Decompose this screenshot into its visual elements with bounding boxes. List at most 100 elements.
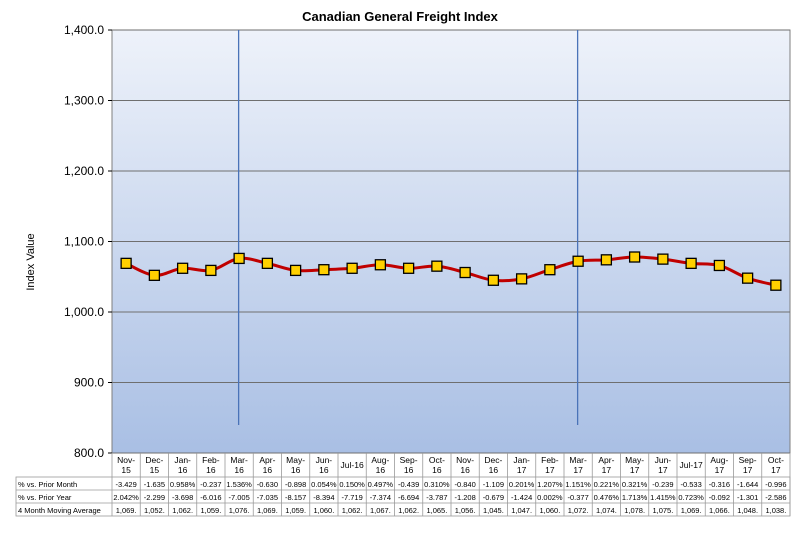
data-point: [487, 274, 500, 286]
table-cell: -0.239: [652, 480, 673, 489]
table-cell: -8.394: [313, 493, 334, 502]
table-cell: -3.698: [172, 493, 193, 502]
x-tick-label: May-: [286, 455, 305, 465]
table-cell: -0.533: [680, 480, 701, 489]
x-tick-label: Dec-: [484, 455, 502, 465]
table-cell: -0.996: [765, 480, 786, 489]
table-cell: 0.201%: [509, 480, 535, 489]
x-tick-label: Jan-: [513, 455, 530, 465]
table-row-label: % vs. Prior Month: [18, 480, 77, 489]
x-tick-label: Jul-16: [341, 460, 364, 470]
chart-title: Canadian General Freight Index: [302, 9, 499, 24]
data-point: [318, 264, 330, 276]
x-tick-label: 16: [291, 465, 301, 475]
data-point: [205, 264, 217, 277]
table-cell: 1,065.: [426, 506, 447, 515]
data-point: [544, 264, 556, 276]
table-cell: 1,076.: [229, 506, 250, 515]
data-point: [431, 260, 443, 272]
table-cell: 1,059.: [285, 506, 306, 515]
table-cell: 0.958%: [170, 480, 196, 489]
x-tick-label: 16: [206, 465, 216, 475]
table-cell: 0.321%: [622, 480, 648, 489]
data-point: [233, 252, 245, 265]
x-tick-label: 17: [602, 465, 612, 475]
x-tick-label: 16: [404, 465, 414, 475]
table-cell: -7.374: [370, 493, 391, 502]
x-tick-label: Nov-: [117, 455, 135, 465]
table-cell: -1.644: [737, 480, 758, 489]
table-cell: 1,075.: [652, 506, 673, 515]
data-point: [770, 279, 782, 291]
table-cell: -1.424: [511, 493, 532, 502]
table-cell: 1,060.: [313, 506, 334, 515]
x-tick-label: Mar-: [569, 455, 587, 465]
x-tick-label: May-: [625, 455, 644, 465]
table-cell: 1,038.: [765, 506, 786, 515]
data-point: [741, 272, 754, 284]
x-tick-label: Aug-: [710, 455, 728, 465]
table-cell: 1,067.: [370, 506, 391, 515]
data-point: [374, 259, 387, 271]
x-tick-label: Apr-: [598, 455, 614, 465]
table-cell: 1,062.: [342, 506, 363, 515]
table-cell: -1.208: [454, 493, 475, 502]
table-cell: -7.719: [341, 493, 362, 502]
x-tick-label: 17: [573, 465, 583, 475]
x-tick-label: Jun-: [316, 455, 333, 465]
table-cell: 0.310%: [424, 480, 450, 489]
table-row-label: 4 Month Moving Average: [18, 506, 101, 515]
data-point: [120, 257, 132, 270]
table-cell: 1,074.: [596, 506, 617, 515]
table-cell: 1.151%: [565, 480, 591, 489]
table-cell: 1,069.: [681, 506, 702, 515]
table-cell: 0.723%: [678, 493, 704, 502]
data-point: [402, 262, 415, 274]
data-table-frame: [15, 476, 791, 517]
table-cell: -2.586: [765, 493, 786, 502]
x-tick-label: 16: [319, 465, 329, 475]
x-tick-label: Feb-: [541, 455, 559, 465]
x-tick-label: Oct-: [768, 455, 784, 465]
y-tick-label: 1,100.0: [64, 235, 104, 249]
x-tick-label: 17: [630, 465, 640, 475]
table-cell: 1,078.: [624, 506, 645, 515]
data-point: [600, 254, 613, 266]
y-axis-label: Index Value: [25, 233, 37, 290]
x-tick-label: 17: [715, 465, 725, 475]
y-tick-label: 800.0: [74, 446, 104, 460]
table-cell: -0.840: [454, 480, 475, 489]
data-point: [346, 262, 358, 274]
table-cell: 0.002%: [537, 493, 563, 502]
table-cell: -8.157: [285, 493, 306, 502]
data-point: [628, 251, 641, 263]
y-tick-label: 900.0: [74, 376, 104, 390]
table-cell: -0.092: [709, 493, 730, 502]
data-point: [289, 264, 302, 277]
table-cell: -3.429: [115, 480, 136, 489]
table-cell: -0.439: [398, 480, 419, 489]
table-cell: -0.377: [567, 493, 588, 502]
data-point: [459, 266, 471, 279]
table-cell: -0.237: [200, 480, 221, 489]
y-tick-label: 1,300.0: [64, 94, 104, 108]
table-cell: 1,045.: [483, 506, 504, 515]
x-tick-label: Jul-17: [680, 460, 703, 470]
table-cell: 1,066.: [709, 506, 730, 515]
data-point: [261, 257, 274, 270]
table-cell: -0.630: [257, 480, 278, 489]
x-tick-label: 16: [234, 465, 244, 475]
x-tick-label: 16: [489, 465, 499, 475]
table-cell: -6.694: [398, 493, 419, 502]
x-tick-label: 17: [517, 465, 527, 475]
x-tick-label: 16: [460, 465, 470, 475]
table-cell: 1,072.: [568, 506, 589, 515]
x-tick-label: 17: [771, 465, 781, 475]
data-point: [572, 255, 584, 267]
table-cell: -7.035: [257, 493, 278, 502]
x-tick-label: 17: [743, 465, 753, 475]
x-tick-label: Sep-: [739, 455, 757, 465]
x-tick-label: Sep-: [400, 455, 418, 465]
table-cell: 0.497%: [368, 480, 394, 489]
